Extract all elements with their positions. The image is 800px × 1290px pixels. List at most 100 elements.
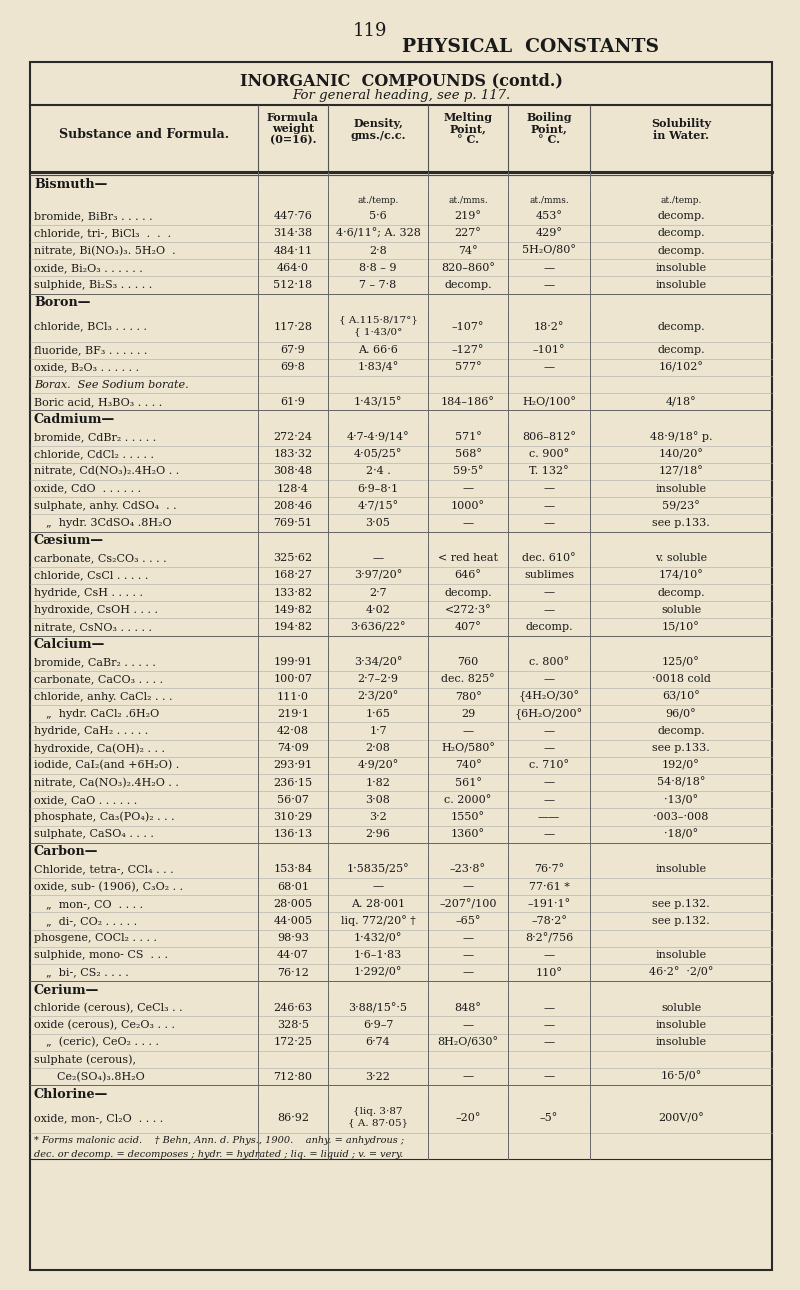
Text: 1·65: 1·65 (366, 708, 390, 719)
Text: 447·76: 447·76 (274, 212, 313, 221)
Text: 44·07: 44·07 (277, 951, 309, 961)
Text: chloride, CdCl₂ . . . . .: chloride, CdCl₂ . . . . . (34, 449, 154, 459)
Text: 6·9–7: 6·9–7 (363, 1020, 393, 1029)
Text: 3·2: 3·2 (369, 811, 387, 822)
Text: oxide (cerous), Ce₂O₃ . . .: oxide (cerous), Ce₂O₃ . . . (34, 1020, 175, 1031)
Text: insoluble: insoluble (655, 484, 706, 494)
Text: sulphide, Bi₂S₃ . . . . .: sulphide, Bi₂S₃ . . . . . (34, 280, 152, 290)
Text: 110°: 110° (535, 968, 562, 978)
Text: 208·46: 208·46 (274, 501, 313, 511)
Text: chloride, tri-, BiCl₃  .  .  .: chloride, tri-, BiCl₃ . . . (34, 228, 171, 239)
Text: 42·08: 42·08 (277, 726, 309, 737)
Text: 192/0°: 192/0° (662, 760, 700, 770)
Text: 1000°: 1000° (451, 501, 485, 511)
Text: INORGANIC  COMPOUNDS (contd.): INORGANIC COMPOUNDS (contd.) (239, 72, 562, 89)
Text: 76·12: 76·12 (277, 968, 309, 978)
Text: 8H₂O/630°: 8H₂O/630° (438, 1037, 498, 1047)
Text: 8·2°/756: 8·2°/756 (525, 933, 573, 943)
Text: 127/18°: 127/18° (658, 466, 703, 476)
Text: 1·83/4°: 1·83/4° (358, 362, 398, 373)
Text: —: — (543, 951, 554, 961)
Text: 100·07: 100·07 (274, 675, 313, 685)
Text: 69·8: 69·8 (281, 362, 306, 373)
Text: 125/0°: 125/0° (662, 657, 700, 667)
Text: soluble: soluble (661, 1002, 701, 1013)
Text: —: — (543, 1002, 554, 1013)
Text: ·003–·008: ·003–·008 (654, 811, 709, 822)
Text: 128·4: 128·4 (277, 484, 309, 494)
Text: 4·05/25°: 4·05/25° (354, 449, 402, 459)
Text: ——: —— (538, 811, 560, 822)
Text: —: — (462, 968, 474, 978)
Text: —: — (462, 519, 474, 528)
Text: 2·7: 2·7 (369, 588, 387, 597)
Text: 3·636/22°: 3·636/22° (350, 622, 406, 632)
Text: chloride, CsCl . . . . .: chloride, CsCl . . . . . (34, 570, 148, 580)
Text: at./mms.: at./mms. (529, 196, 569, 205)
Text: c. 900°: c. 900° (529, 449, 569, 459)
Text: 484·11: 484·11 (274, 245, 313, 255)
Text: insoluble: insoluble (655, 263, 706, 272)
Text: –23·8°: –23·8° (450, 864, 486, 875)
Text: decomp.: decomp. (444, 588, 492, 597)
Text: { A. 87·05}: { A. 87·05} (348, 1118, 408, 1127)
Text: insoluble: insoluble (655, 1037, 706, 1047)
Text: –207°/100: –207°/100 (439, 899, 497, 909)
Text: c. 710°: c. 710° (529, 760, 569, 770)
Text: —: — (543, 1072, 554, 1081)
Text: —: — (462, 1072, 474, 1081)
Text: 200V/0°: 200V/0° (658, 1113, 704, 1124)
Text: 136·13: 136·13 (274, 829, 313, 840)
Text: oxide, mon-, Cl₂O  . . . .: oxide, mon-, Cl₂O . . . . (34, 1113, 163, 1124)
Text: 117·28: 117·28 (274, 321, 313, 332)
Text: 5H₂O/80°: 5H₂O/80° (522, 245, 576, 255)
Text: 308·48: 308·48 (274, 467, 313, 476)
Text: 4·7/15°: 4·7/15° (358, 501, 398, 511)
Text: 227°: 227° (454, 228, 482, 239)
Text: insoluble: insoluble (655, 1020, 706, 1029)
Text: —: — (543, 795, 554, 805)
Text: 3·08: 3·08 (366, 795, 390, 805)
Text: 184–186°: 184–186° (441, 397, 495, 406)
Text: see p.132.: see p.132. (652, 899, 710, 909)
Text: 1·82: 1·82 (366, 778, 390, 788)
Text: Solubility: Solubility (651, 117, 711, 129)
Text: A. 28·001: A. 28·001 (351, 899, 405, 909)
Text: Density,: Density, (353, 117, 403, 129)
Text: {4H₂O/30°: {4H₂O/30° (518, 690, 579, 703)
Text: —: — (543, 263, 554, 272)
Text: Point,: Point, (530, 123, 567, 134)
Text: 8·8 – 9: 8·8 – 9 (359, 263, 397, 272)
Text: T. 132°: T. 132° (529, 467, 569, 476)
Text: —: — (373, 881, 383, 891)
Text: chloride, BCl₃ . . . . .: chloride, BCl₃ . . . . . (34, 321, 147, 332)
Text: nitrate, CsNO₃ . . . . .: nitrate, CsNO₃ . . . . . (34, 622, 152, 632)
Text: H₂O/580°: H₂O/580° (441, 743, 495, 753)
Text: Boiling: Boiling (526, 112, 572, 123)
Text: 1·5835/25°: 1·5835/25° (346, 864, 410, 875)
Text: –101°: –101° (533, 346, 566, 355)
Text: 4·7-4·9/14°: 4·7-4·9/14° (346, 432, 410, 442)
Text: insoluble: insoluble (655, 951, 706, 961)
Text: Chloride, tetra-, CCl₄ . . .: Chloride, tetra-, CCl₄ . . . (34, 864, 174, 875)
Text: phosgene, COCl₂ . . . .: phosgene, COCl₂ . . . . (34, 933, 157, 943)
Text: dec. or decomp. = decomposes ; hydr. = hydrated ; liq. = liquid ; v. = very.: dec. or decomp. = decomposes ; hydr. = h… (34, 1149, 403, 1158)
Text: 2·7–2·9: 2·7–2·9 (358, 675, 398, 685)
Text: decomp.: decomp. (444, 280, 492, 290)
Text: Chlorine—: Chlorine— (34, 1087, 108, 1100)
Text: oxide, CdO  . . . . . .: oxide, CdO . . . . . . (34, 484, 141, 494)
Text: v. soluble: v. soluble (655, 553, 707, 564)
Text: 2·96: 2·96 (366, 829, 390, 840)
Text: oxide, Bi₂O₃ . . . . . .: oxide, Bi₂O₃ . . . . . . (34, 263, 142, 272)
Text: ·0018 cold: ·0018 cold (651, 675, 710, 685)
Text: { 1·43/0°: { 1·43/0° (354, 328, 402, 337)
Text: {6H₂O/200°: {6H₂O/200° (515, 708, 583, 720)
Text: Cæsium—: Cæsium— (34, 534, 104, 547)
Text: 806–812°: 806–812° (522, 432, 576, 442)
Text: –78·2°: –78·2° (531, 916, 567, 926)
Text: 98·93: 98·93 (277, 933, 309, 943)
Text: Ce₂(SO₄)₃.8H₂O: Ce₂(SO₄)₃.8H₂O (50, 1072, 145, 1082)
Text: 4·9/20°: 4·9/20° (358, 760, 398, 770)
Text: ° C.: ° C. (538, 134, 560, 144)
Text: 1·432/0°: 1·432/0° (354, 933, 402, 943)
